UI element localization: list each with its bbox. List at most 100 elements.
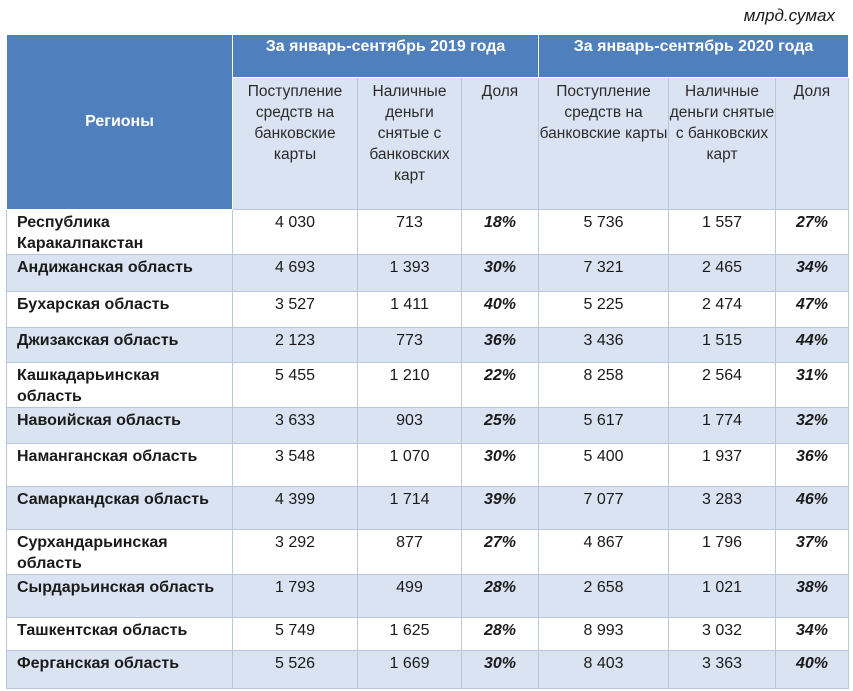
period-2019-header: За январь-сентябрь 2019 года: [232, 34, 539, 78]
share-2020: 44%: [775, 327, 849, 363]
region-name: Ташкентская область: [6, 617, 233, 651]
table-row: Сырдарьинская область 1 793 499 28% 2 65…: [6, 574, 849, 618]
col-share-2020: Доля: [775, 77, 849, 210]
regions-header: Регионы: [6, 34, 233, 210]
cash-2019: 1 393: [357, 254, 462, 292]
region-name: Наманганская область: [6, 443, 233, 487]
cash-2020: 1 937: [668, 443, 776, 487]
income-2020: 5 400: [538, 443, 669, 487]
income-2019: 1 793: [232, 574, 358, 618]
share-2020: 31%: [775, 362, 849, 408]
share-2019: 28%: [461, 574, 539, 618]
cash-2019: 1 669: [357, 650, 462, 689]
income-2019: 2 123: [232, 327, 358, 363]
table-row: Наманганская область 3 548 1 070 30% 5 4…: [6, 443, 849, 487]
share-2020: 27%: [775, 209, 849, 255]
cash-2019: 877: [357, 529, 462, 575]
col-income-2019: Поступление средств на банковские карты: [232, 77, 358, 210]
region-name: Джизакская область: [6, 327, 233, 363]
table-body: Республика Каракалпакстан 4 030 713 18% …: [6, 209, 849, 689]
table-header: Регионы За январь-сентябрь 2019 года За …: [6, 34, 849, 210]
income-2020: 4 867: [538, 529, 669, 575]
regional-card-table: Регионы За январь-сентябрь 2019 года За …: [6, 34, 849, 689]
share-2020: 34%: [775, 254, 849, 292]
share-2020: 34%: [775, 617, 849, 651]
cash-2020: 3 283: [668, 486, 776, 530]
table-row: Кашкадарьинская область 5 455 1 210 22% …: [6, 362, 849, 408]
cash-2020: 1 515: [668, 327, 776, 363]
share-2019: 39%: [461, 486, 539, 530]
col-share-2019: Доля: [461, 77, 539, 210]
income-2019: 5 455: [232, 362, 358, 408]
cash-2020: 3 032: [668, 617, 776, 651]
income-2020: 5 736: [538, 209, 669, 255]
cash-2020: 1 796: [668, 529, 776, 575]
cash-2019: 1 070: [357, 443, 462, 487]
cash-2020: 2 465: [668, 254, 776, 292]
income-2019: 3 633: [232, 407, 358, 444]
table-row: Навоийская область 3 633 903 25% 5 617 1…: [6, 407, 849, 444]
table-row: Ферганская область 5 526 1 669 30% 8 403…: [6, 650, 849, 689]
region-name: Ферганская область: [6, 650, 233, 689]
cash-2019: 1 411: [357, 291, 462, 328]
share-2020: 38%: [775, 574, 849, 618]
share-2020: 40%: [775, 650, 849, 689]
share-2020: 36%: [775, 443, 849, 487]
share-2019: 40%: [461, 291, 539, 328]
region-name: Сурхандарьинская область: [6, 529, 233, 575]
share-2019: 28%: [461, 617, 539, 651]
header-row-columns: Поступление средств на банковские карты …: [7, 77, 849, 210]
share-2019: 30%: [461, 443, 539, 487]
table-row: Самаркандская область 4 399 1 714 39% 7 …: [6, 486, 849, 530]
region-name: Сырдарьинская область: [6, 574, 233, 618]
income-2020: 5 617: [538, 407, 669, 444]
income-2019: 3 548: [232, 443, 358, 487]
unit-label: млрд.сумах: [743, 6, 835, 25]
share-2020: 37%: [775, 529, 849, 575]
region-name: Навоийская область: [6, 407, 233, 444]
col-cash-2019: Наличные деньги снятые с банковских карт: [357, 77, 462, 210]
income-2020: 8 993: [538, 617, 669, 651]
income-2020: 7 321: [538, 254, 669, 292]
income-2019: 5 749: [232, 617, 358, 651]
income-2020: 8 258: [538, 362, 669, 408]
income-2020: 3 436: [538, 327, 669, 363]
share-2019: 30%: [461, 650, 539, 689]
income-2019: 5 526: [232, 650, 358, 689]
income-2019: 3 527: [232, 291, 358, 328]
share-2020: 46%: [775, 486, 849, 530]
table-row: Ташкентская область 5 749 1 625 28% 8 99…: [6, 617, 849, 651]
income-2020: 5 225: [538, 291, 669, 328]
income-2020: 7 077: [538, 486, 669, 530]
income-2019: 4 693: [232, 254, 358, 292]
share-2020: 47%: [775, 291, 849, 328]
table-row: Сурхандарьинская область 3 292 877 27% 4…: [6, 529, 849, 575]
region-name: Самаркандская область: [6, 486, 233, 530]
share-2019: 25%: [461, 407, 539, 444]
income-2020: 2 658: [538, 574, 669, 618]
period-2020-header: За январь-сентябрь 2020 года: [538, 34, 849, 78]
share-2019: 36%: [461, 327, 539, 363]
share-2020: 32%: [775, 407, 849, 444]
income-2019: 4 399: [232, 486, 358, 530]
region-name: Республика Каракалпакстан: [6, 209, 233, 255]
cash-2020: 2 474: [668, 291, 776, 328]
cash-2019: 499: [357, 574, 462, 618]
cash-2019: 713: [357, 209, 462, 255]
share-2019: 30%: [461, 254, 539, 292]
cash-2019: 903: [357, 407, 462, 444]
table-row: Джизакская область 2 123 773 36% 3 436 1…: [6, 327, 849, 363]
income-2019: 4 030: [232, 209, 358, 255]
cash-2020: 1 774: [668, 407, 776, 444]
col-income-2020: Поступление средств на банковские карты: [538, 77, 669, 210]
table-row: Республика Каракалпакстан 4 030 713 18% …: [6, 209, 849, 255]
cash-2019: 1 625: [357, 617, 462, 651]
share-2019: 22%: [461, 362, 539, 408]
cash-2019: 1 210: [357, 362, 462, 408]
region-name: Андижанская область: [6, 254, 233, 292]
share-2019: 18%: [461, 209, 539, 255]
col-cash-2020: Наличные деньги снятые с банковских карт: [668, 77, 776, 210]
table-row: Бухарская область 3 527 1 411 40% 5 225 …: [6, 291, 849, 328]
cash-2020: 1 021: [668, 574, 776, 618]
region-name: Кашкадарьинская область: [6, 362, 233, 408]
